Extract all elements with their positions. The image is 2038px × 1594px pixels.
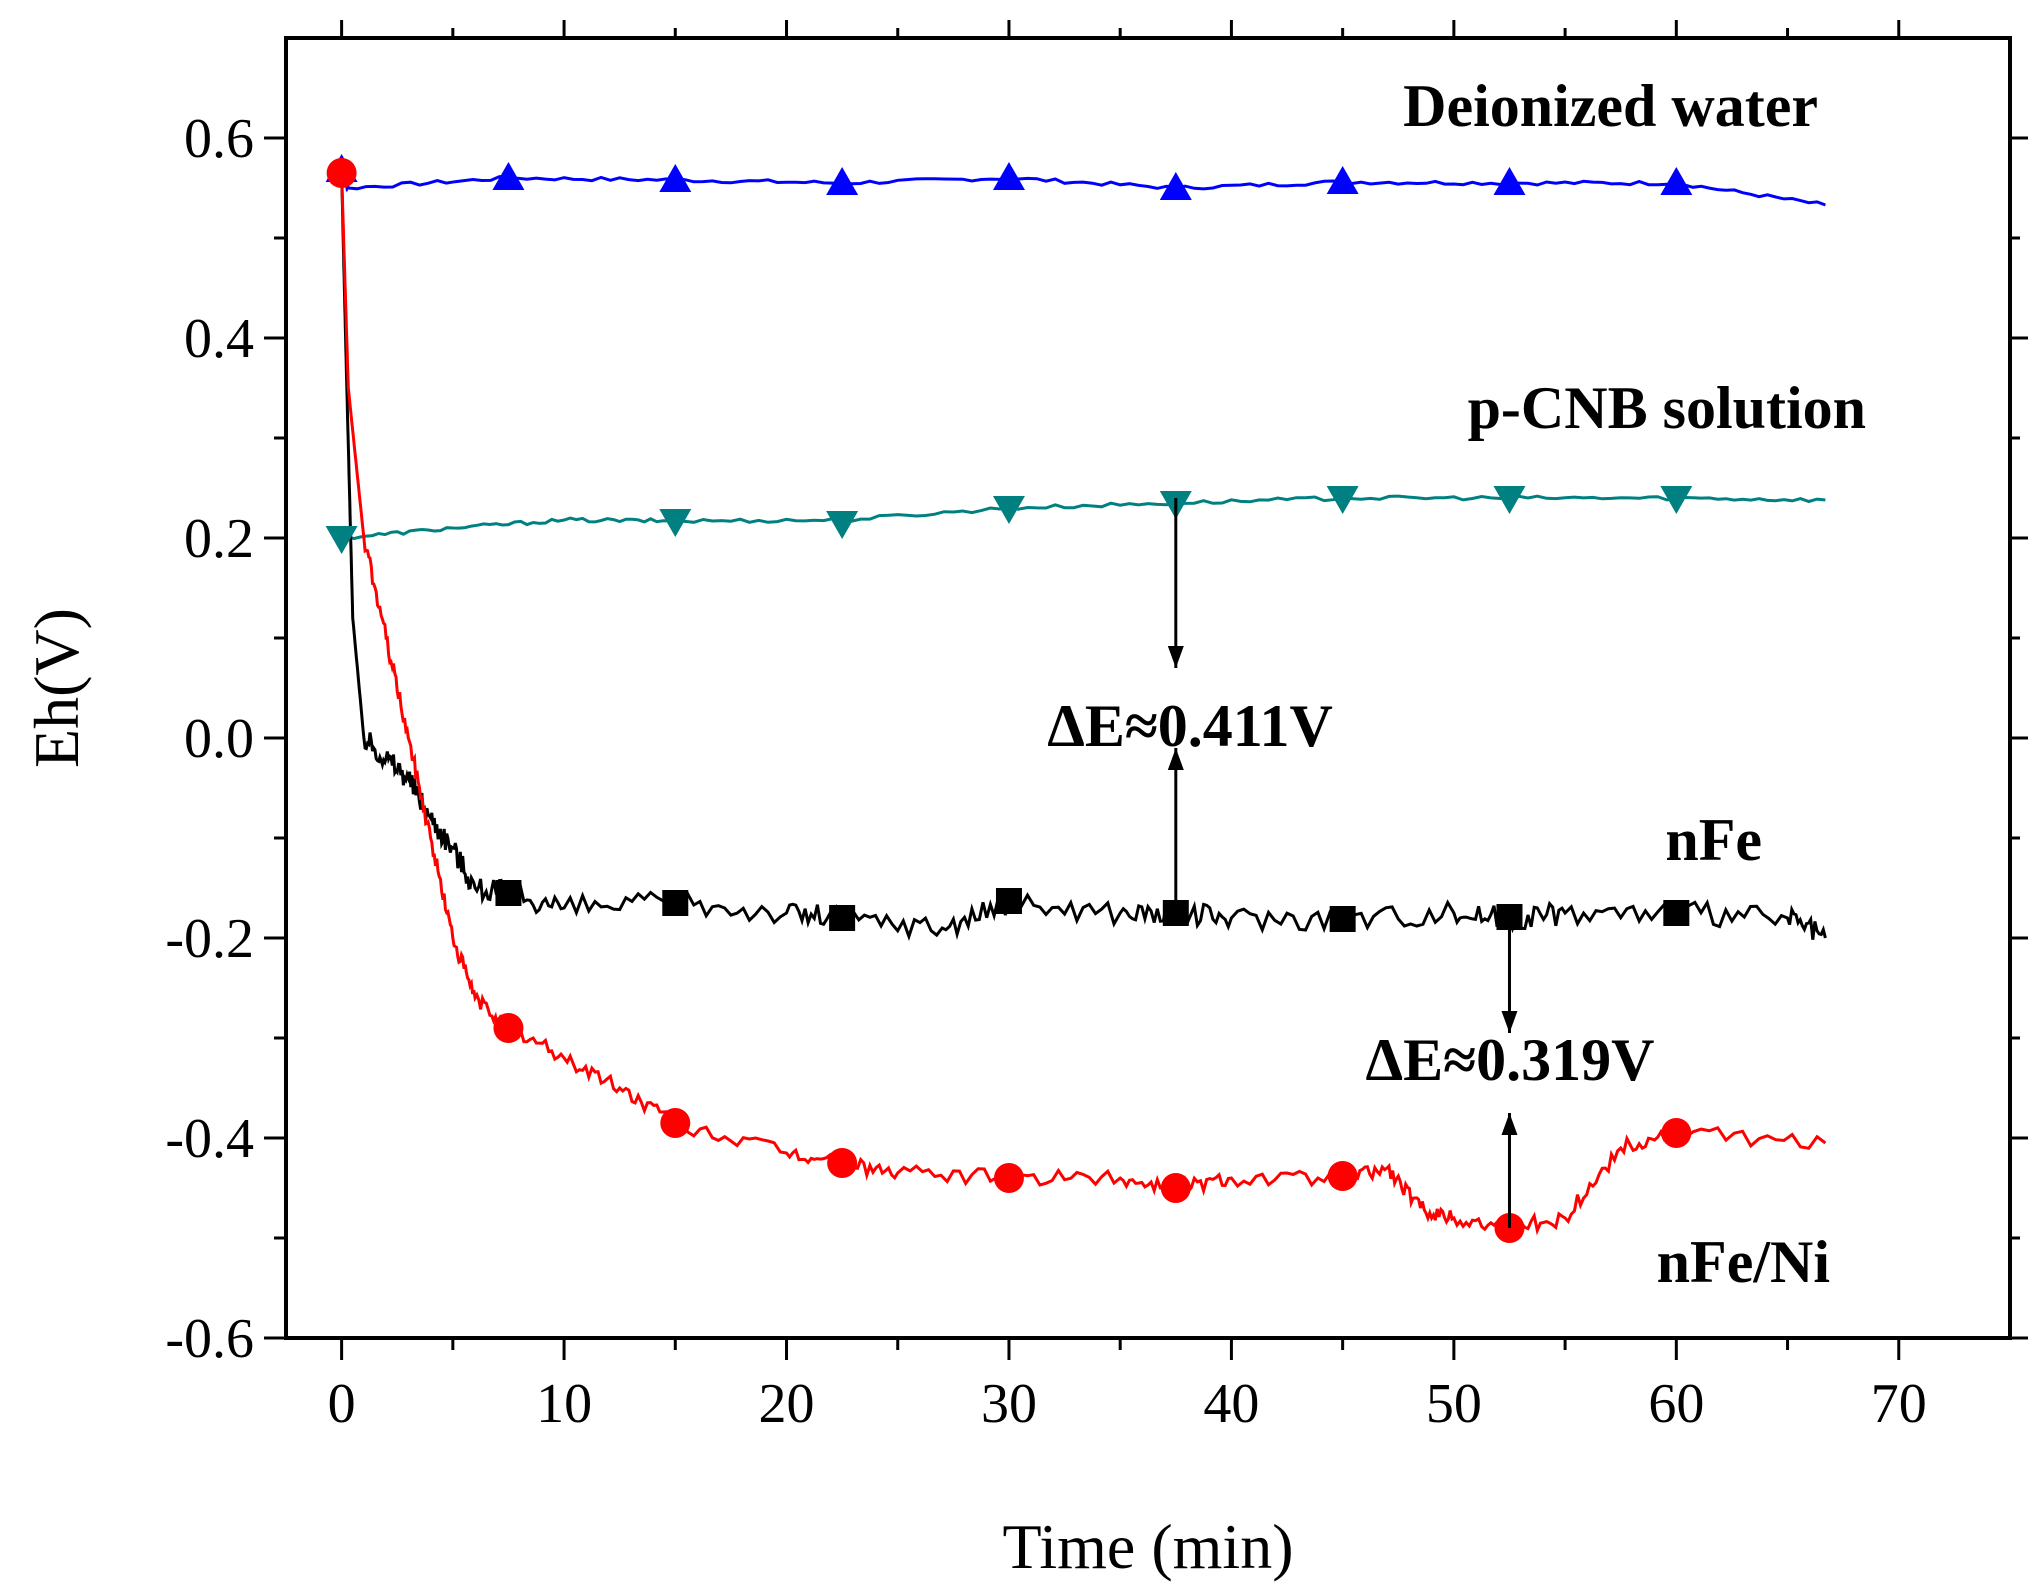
series-label-nfe-ni: nFe/Ni <box>1657 1229 1830 1295</box>
marker-0-1 <box>492 162 525 190</box>
marker-3-2 <box>660 1108 691 1138</box>
marker-2-2 <box>829 905 856 931</box>
marker-1-3 <box>992 496 1025 524</box>
x-axis-label: Time (min) <box>1003 1511 1294 1582</box>
marker-1-1 <box>659 509 692 537</box>
x-tick-label-5: 50 <box>1426 1373 1482 1435</box>
x-tick-label-3: 30 <box>981 1373 1037 1435</box>
marker-0-3 <box>826 167 859 195</box>
y-tick-label-3: 0.0 <box>184 708 254 770</box>
x-tick-label-7: 70 <box>1871 1373 1927 1435</box>
y-tick-label-5: 0.4 <box>184 308 254 370</box>
marker-2-0 <box>495 880 522 906</box>
x-tick-label-6: 60 <box>1648 1373 1704 1435</box>
x-tick-label-4: 40 <box>1203 1373 1259 1435</box>
marker-3-5 <box>1160 1173 1191 1203</box>
marker-3-4 <box>993 1163 1024 1193</box>
x-tick-label-2: 20 <box>759 1373 815 1435</box>
y-tick-label-4: 0.2 <box>184 508 254 570</box>
marker-1-0 <box>325 526 358 554</box>
y-tick-label-0: -0.6 <box>165 1308 254 1370</box>
marker-1-7 <box>1660 486 1693 514</box>
marker-2-5 <box>1329 906 1356 932</box>
annotation-arrow-1-down-head <box>1501 1011 1518 1033</box>
marker-2-1 <box>662 890 689 916</box>
marker-2-7 <box>1663 900 1690 926</box>
series-label-nfe: nFe <box>1665 807 1762 873</box>
series-line-0 <box>340 172 1826 207</box>
series-label-pcnb-solution: p-CNB solution <box>1468 375 1866 441</box>
marker-1-6 <box>1493 486 1526 514</box>
marker-0-2 <box>659 164 692 192</box>
marker-0-7 <box>1493 167 1526 195</box>
x-tick-label-1: 10 <box>536 1373 592 1435</box>
marker-3-8 <box>1661 1118 1692 1148</box>
plot-frame <box>284 36 2012 1340</box>
marker-3-3 <box>827 1148 858 1178</box>
annotation-arrow-1-up-head <box>1501 1113 1518 1135</box>
y-tick-label-6: 0.6 <box>184 108 254 170</box>
annotation-arrow-0-down-head <box>1167 646 1184 668</box>
marker-3-6 <box>1327 1161 1358 1191</box>
x-tick-label-0: 0 <box>328 1373 356 1435</box>
marker-0-5 <box>1159 172 1192 200</box>
annotation-arrow-0-up-head <box>1167 748 1184 770</box>
annotations <box>1167 498 1518 1228</box>
marker-1-5 <box>1326 486 1359 514</box>
marker-3-0 <box>326 158 357 188</box>
marker-1-2 <box>826 511 859 539</box>
series-markers <box>325 154 1693 1243</box>
axis-ticks: 0 10 20 30 40 50 60 70 -0.6 -0.4 -0.2 0.0 0.2 0.4 0.6 <box>165 20 2028 1435</box>
marker-0-4 <box>992 162 1025 190</box>
series-line-2 <box>340 172 1827 942</box>
marker-2-3 <box>995 888 1022 914</box>
series-line-3 <box>340 172 1827 1238</box>
annotation-label-delta-e-1: ΔE≈0.411V <box>1047 693 1333 759</box>
marker-0-6 <box>1326 166 1359 194</box>
series-line-1 <box>341 494 1826 541</box>
y-axis-label: Eh(V) <box>21 608 92 768</box>
annotation-label-delta-e-2: ΔE≈0.319V <box>1366 1027 1655 1093</box>
y-tick-label-2: -0.2 <box>165 908 254 970</box>
series-label-deionized-water: Deionized water <box>1403 73 1818 139</box>
y-tick-label-1: -0.4 <box>165 1108 254 1170</box>
marker-3-1 <box>493 1013 524 1043</box>
marker-0-8 <box>1660 167 1693 195</box>
